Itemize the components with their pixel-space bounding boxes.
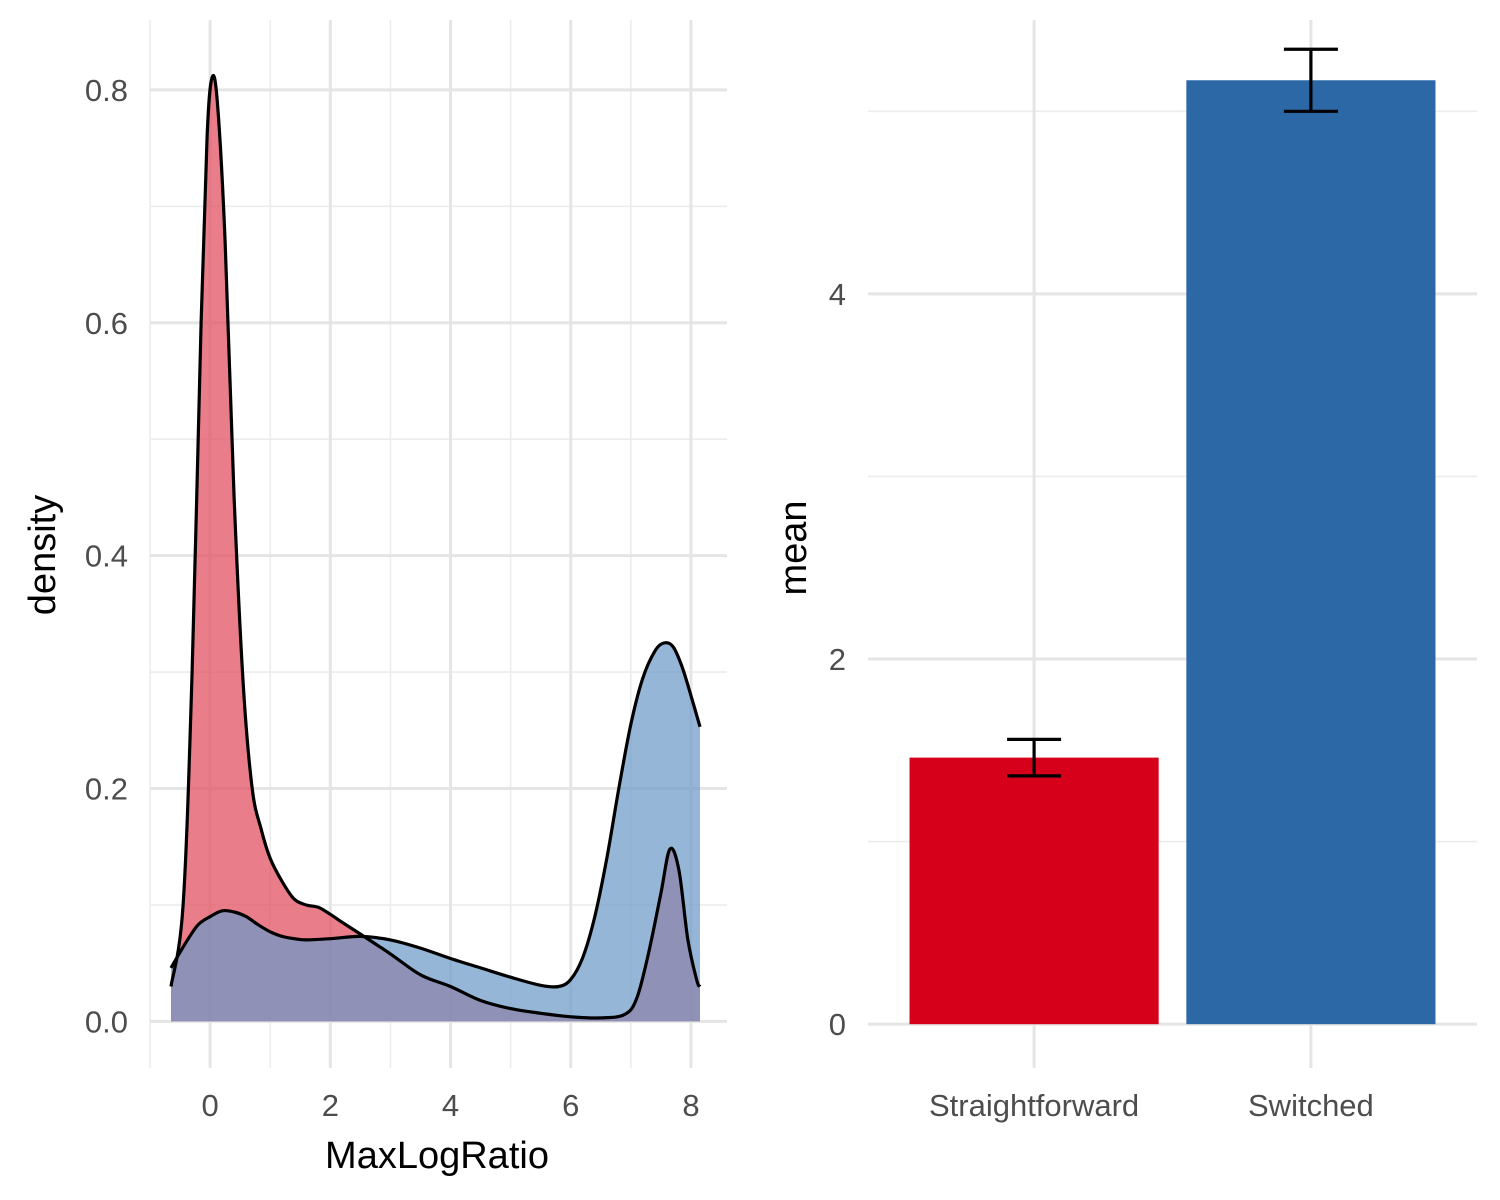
bar-y-tick-label: 0: [829, 1007, 846, 1042]
bar-y-tick-label: 4: [829, 277, 846, 312]
density-x-axis-title: MaxLogRatio: [325, 1135, 549, 1177]
bar-tick-labels: Straightforward Switched 0 2 4: [829, 277, 1374, 1123]
density-series-blue-area: [171, 642, 700, 1022]
bar-y-tick-label: 2: [829, 642, 846, 677]
density-panel: 0 2 4 6 8 0.0 0.2 0.4 0.6 0.8 MaxLogRatio density: [22, 20, 727, 1177]
bar-x-tick-label: Straightforward: [929, 1088, 1139, 1123]
density-x-tick-label: 6: [562, 1088, 579, 1123]
density-x-tick-label: 0: [201, 1088, 218, 1123]
density-y-tick-label: 0.2: [85, 772, 128, 807]
density-y-tick-label: 0.6: [85, 306, 128, 341]
density-x-tick-label: 2: [322, 1088, 339, 1123]
density-areas: [169, 73, 702, 1022]
bar-marks: [909, 80, 1436, 1025]
error-bar-switched: [1283, 47, 1338, 113]
bar-straightforward: [909, 757, 1159, 1025]
density-y-tick-label: 0.8: [85, 73, 128, 108]
density-y-tick-label: 0.0: [85, 1004, 128, 1039]
bar-x-tick-label: Switched: [1248, 1088, 1374, 1123]
density-x-tick-label: 4: [442, 1088, 459, 1123]
density-tick-labels: 0 2 4 6 8 0.0 0.2 0.4 0.6 0.8: [85, 73, 700, 1123]
density-y-axis-title: density: [22, 495, 64, 615]
bar-error-bars: [1007, 47, 1338, 778]
density-x-tick-label: 8: [682, 1088, 699, 1123]
density-series-blue-outline: [169, 641, 702, 989]
bar-switched: [1186, 80, 1436, 1025]
bar-panel: Straightforward Switched 0 2 4 mean: [773, 20, 1477, 1123]
error-bar-straightforward: [1007, 737, 1062, 778]
bar-y-axis-title: mean: [773, 500, 815, 595]
density-series-red-outline: [169, 73, 702, 1020]
density-y-tick-label: 0.4: [85, 539, 128, 574]
